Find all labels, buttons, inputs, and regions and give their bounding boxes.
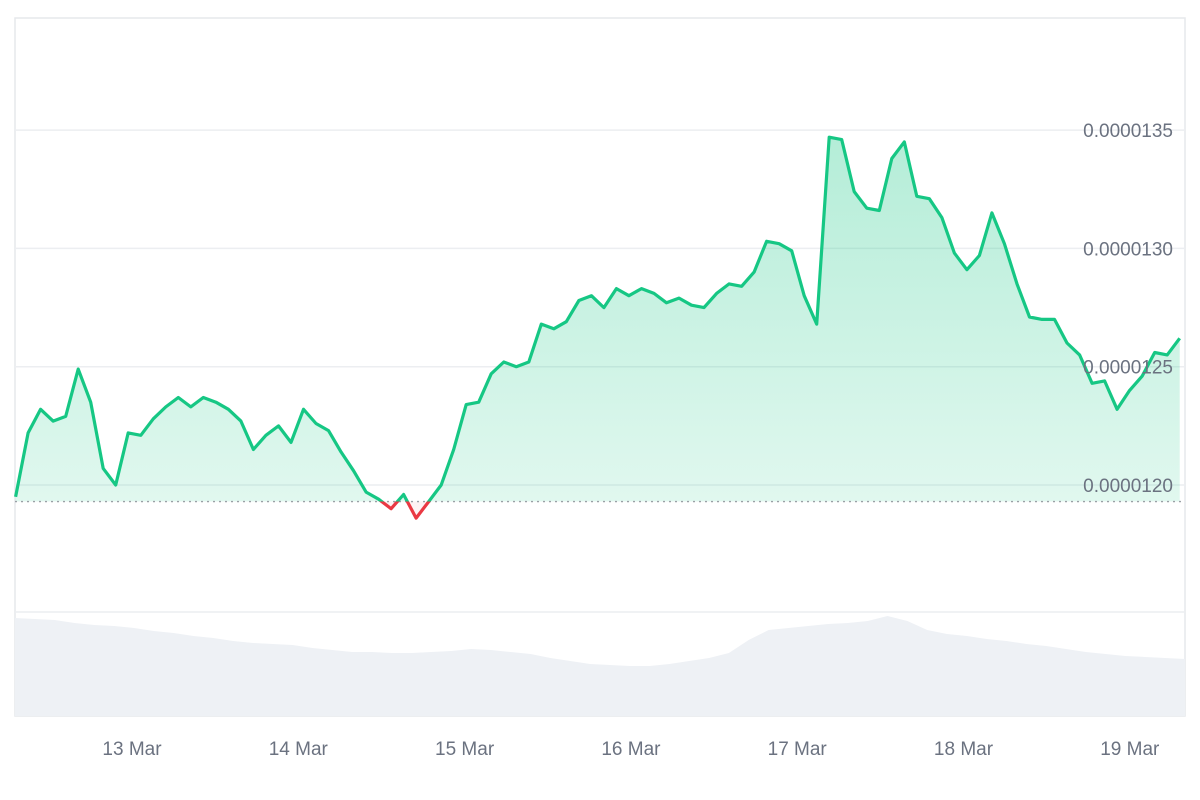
- y-tick-label: 0.0000130: [1083, 239, 1173, 260]
- price-line: [14, 135, 1181, 520]
- y-tick-label: 0.0000135: [1083, 121, 1173, 142]
- y-axis-labels: 0.0000120 0.0000125 0.0000130 0.0000135: [1083, 121, 1173, 497]
- x-tick-label: 14 Mar: [269, 739, 329, 760]
- price-line-above: [14, 135, 1181, 502]
- volume-area: [15, 616, 1185, 716]
- volume-bars: [15, 616, 1185, 716]
- y-tick-label: 0.0000120: [1083, 476, 1173, 497]
- x-tick-label: 19 Mar: [1100, 739, 1160, 760]
- y-tick-label: 0.0000125: [1083, 358, 1173, 379]
- x-tick-label: 16 Mar: [601, 739, 661, 760]
- x-tick-label: 17 Mar: [768, 739, 828, 760]
- price-area-fill: [15, 137, 1180, 502]
- x-axis-labels: 13 Mar 14 Mar 15 Mar 16 Mar 17 Mar 18 Mar 19 M…: [102, 739, 1160, 760]
- x-tick-label: 15 Mar: [435, 739, 495, 760]
- price-area: [15, 137, 1180, 519]
- x-tick-label: 18 Mar: [934, 739, 994, 760]
- x-tick-label: 13 Mar: [102, 739, 162, 760]
